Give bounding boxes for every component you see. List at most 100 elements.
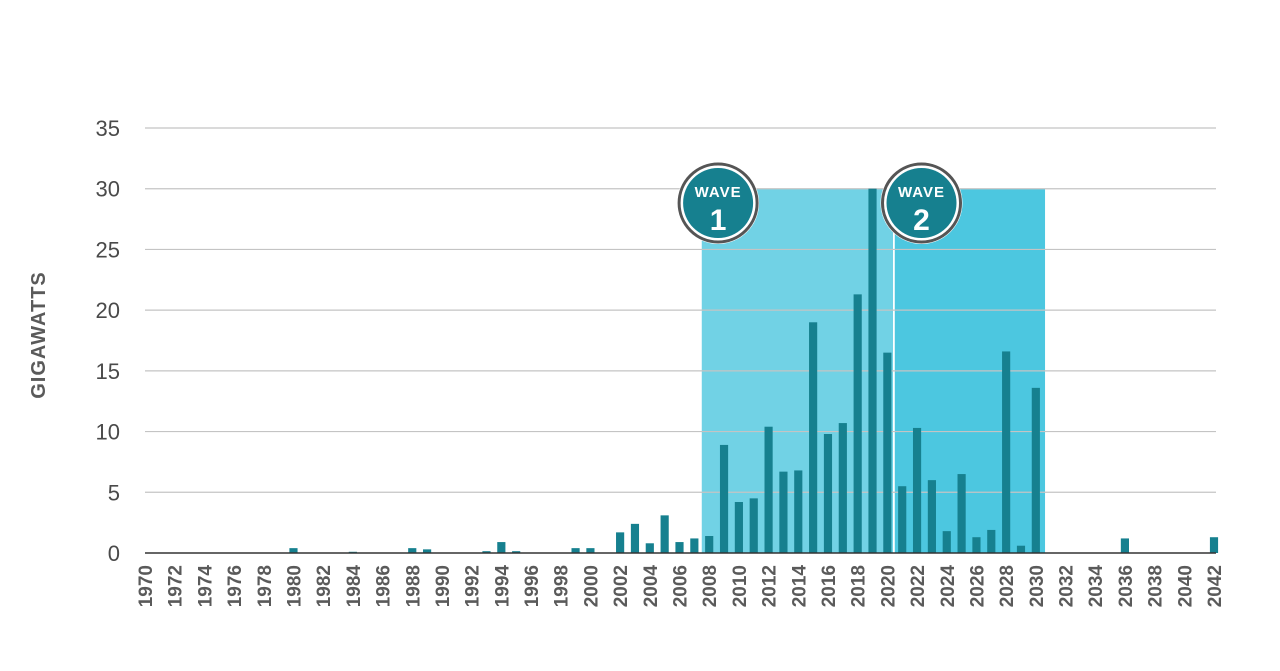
x-tick-label: 2036 xyxy=(1116,565,1137,607)
wave-label: WAVE xyxy=(898,184,945,201)
x-tick-label: 2016 xyxy=(819,565,840,607)
y-tick-label: 0 xyxy=(108,541,120,566)
bar-2019 xyxy=(868,188,877,553)
x-tick-label: 2038 xyxy=(1146,565,1167,607)
x-tick-label: 2002 xyxy=(611,565,632,607)
y-axis-label: GIGAWATTS xyxy=(28,271,50,399)
bar-2036 xyxy=(1120,538,1129,553)
x-tick-label: 1986 xyxy=(374,565,395,607)
x-tick-label: 2012 xyxy=(760,565,781,607)
x-tick-label: 1996 xyxy=(522,565,543,607)
y-tick-label: 10 xyxy=(96,420,120,445)
bar-2028 xyxy=(1002,351,1011,553)
x-tick-label: 1974 xyxy=(195,565,216,608)
badge-fill xyxy=(886,168,957,238)
x-tick-label: 2026 xyxy=(967,565,988,607)
wave-label: WAVE xyxy=(695,184,742,201)
x-tick-label: 2020 xyxy=(878,565,899,607)
bar-2026 xyxy=(972,537,981,553)
x-tick-label: 1992 xyxy=(463,565,484,607)
x-tick-label: 1982 xyxy=(314,565,335,607)
x-tick-label: 2004 xyxy=(641,565,662,608)
bar-2020 xyxy=(883,352,892,553)
y-tick-label: 35 xyxy=(96,116,120,141)
x-tick-label: 1998 xyxy=(552,565,573,607)
x-tick-label: 1994 xyxy=(492,565,513,608)
bar-1995 xyxy=(512,551,521,553)
y-tick-label: 25 xyxy=(96,237,120,262)
bar-2003 xyxy=(630,523,640,553)
bar-2009 xyxy=(719,444,729,553)
wave-2-badge: WAVE 2 xyxy=(880,162,963,244)
y-tick-label: 30 xyxy=(96,177,120,202)
x-tick-label: 2030 xyxy=(1027,565,1048,607)
wave-1-badge: WAVE 1 xyxy=(677,162,760,244)
x-tick-label: 2028 xyxy=(997,565,1018,607)
bar-1993 xyxy=(482,551,491,553)
x-tick-label: 2010 xyxy=(730,565,751,607)
bar-2000 xyxy=(586,548,595,553)
wave-badges: WAVE 1 WAVE 2 xyxy=(677,162,963,244)
x-tick-label: 2024 xyxy=(938,565,959,608)
bar-2014 xyxy=(794,470,803,553)
x-tick-label: 2034 xyxy=(1086,565,1107,608)
badge-border xyxy=(677,162,759,244)
bar-2030 xyxy=(1031,387,1040,553)
x-tick-label: 2040 xyxy=(1175,565,1196,607)
badge-fill xyxy=(683,168,754,238)
bar-2023 xyxy=(927,480,936,553)
bar-2007 xyxy=(690,538,699,553)
x-tick-label: 2000 xyxy=(581,565,602,607)
bar-2022 xyxy=(912,427,922,553)
x-tick-label: 2008 xyxy=(700,565,721,607)
x-tick-label: 1976 xyxy=(225,565,246,607)
x-tick-label: 2042 xyxy=(1205,565,1226,607)
bar-2008 xyxy=(705,536,714,553)
bar-2004 xyxy=(645,543,654,553)
x-tick-label: 1978 xyxy=(255,565,276,607)
bar-2002 xyxy=(616,532,625,553)
x-tick-label: 2006 xyxy=(671,565,692,607)
bar-2025 xyxy=(957,474,966,553)
bar-1999 xyxy=(571,548,580,553)
bar-2012 xyxy=(764,426,773,553)
y-tick-label: 20 xyxy=(96,298,120,323)
x-tick-label: 1984 xyxy=(344,565,365,608)
y-tick-label: 5 xyxy=(108,480,120,505)
x-tick-label: 1988 xyxy=(403,565,424,607)
x-tick-label: 1980 xyxy=(284,565,305,607)
bar-2024 xyxy=(942,531,951,553)
bar-2005 xyxy=(660,515,669,553)
bar-2010 xyxy=(734,502,743,553)
bar-1989 xyxy=(423,549,432,553)
x-tick-label: 2018 xyxy=(849,565,870,607)
wave-number: 2 xyxy=(913,204,930,237)
wave-number: 1 xyxy=(710,204,727,237)
x-tick-label: 2014 xyxy=(789,565,810,608)
bar-2042 xyxy=(1209,537,1219,553)
bar-1988 xyxy=(408,548,417,553)
bar-2021 xyxy=(898,486,907,553)
bar-2013 xyxy=(779,471,788,553)
bars xyxy=(289,188,1219,553)
x-tick-label: 1970 xyxy=(136,565,157,607)
x-tick-label: 1990 xyxy=(433,565,454,607)
bar-1980 xyxy=(289,548,298,553)
bar-2015 xyxy=(809,322,818,553)
bar-2011 xyxy=(749,498,758,553)
x-tick-label: 2032 xyxy=(1057,565,1078,607)
x-axis-ticks: 1970 1972 1974 1976 1978 1980 1982 1984 1986 1988… xyxy=(136,565,1226,608)
bar-2016 xyxy=(823,434,833,553)
x-tick-label: 1972 xyxy=(166,565,187,607)
y-axis-ticks: 0 5 10 15 20 25 30 35 xyxy=(96,116,120,566)
bar-2017 xyxy=(838,423,847,553)
bar-2029 xyxy=(1016,545,1026,553)
bar-2018 xyxy=(853,294,862,553)
badge-border xyxy=(881,162,963,244)
x-tick-label: 2022 xyxy=(908,565,929,607)
bar-1994 xyxy=(497,542,506,553)
bar-2027 xyxy=(987,529,996,553)
gridlines xyxy=(145,127,1216,493)
bar-2006 xyxy=(675,542,684,553)
